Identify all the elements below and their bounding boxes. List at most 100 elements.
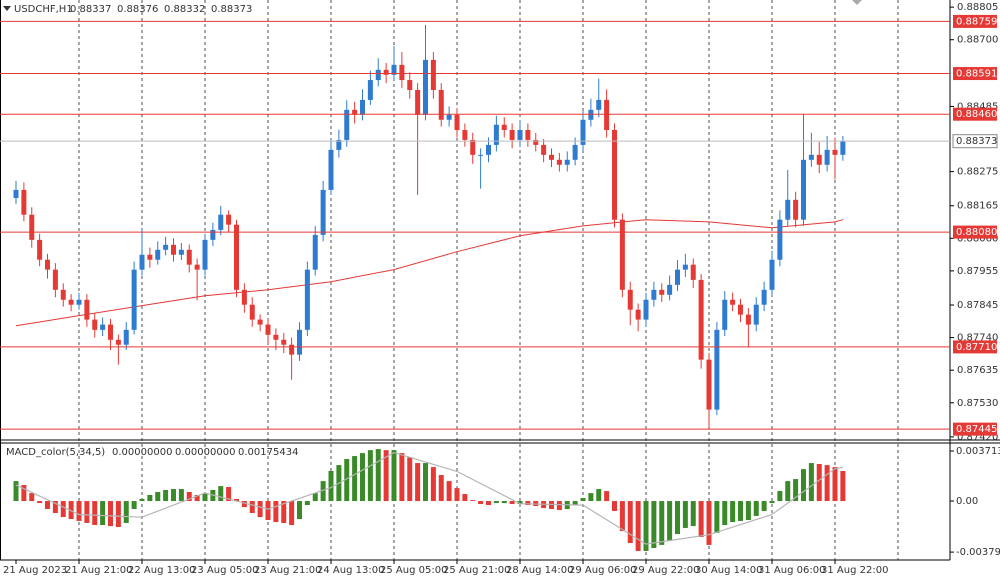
candle-body [745, 314, 751, 325]
candle-body [486, 144, 491, 155]
candle-body [698, 279, 704, 360]
x-tick-label: 29 Aug 06:00 [569, 565, 636, 576]
macd-bar [344, 459, 350, 502]
candle-body [21, 189, 27, 215]
macd-bar [430, 467, 436, 502]
macd-bar [580, 498, 586, 502]
macd-bar [722, 501, 728, 525]
candle-body [462, 130, 468, 140]
candle-body [344, 109, 350, 140]
macd-bar [131, 501, 137, 509]
candle-body [470, 139, 476, 155]
candle-body [391, 64, 397, 75]
macd-bar [320, 481, 326, 502]
macd-bar [604, 491, 610, 502]
candle-body [730, 299, 736, 305]
candle-body [564, 159, 570, 165]
level-label: 0.88759 [956, 16, 997, 27]
candle-body [753, 304, 759, 325]
macd-bar [407, 457, 413, 502]
candle-body [218, 214, 224, 230]
macd-bar [446, 481, 452, 502]
level-label: 0.87445 [956, 424, 997, 435]
candle-body [533, 139, 539, 145]
macd-bar [619, 501, 625, 532]
y-tick-label: 0.88060 [957, 233, 998, 244]
macd-bar [218, 486, 224, 502]
candle-body [588, 109, 594, 120]
y-tick-label: 0.87420 [957, 432, 998, 443]
macd-title: MACD_color(5,34,5) [6, 447, 105, 458]
candle-body [509, 130, 515, 140]
macd-bar [76, 501, 82, 521]
candle-body [241, 289, 247, 305]
candle-body [257, 319, 263, 325]
macd-bar [525, 501, 531, 506]
candle-body [29, 214, 35, 240]
candle-body [375, 69, 381, 81]
macd-bar [659, 501, 665, 545]
macd-bar [785, 481, 791, 502]
candle-body [13, 189, 19, 198]
level-label: 0.87710 [956, 342, 997, 353]
y-tick-label: 0.87530 [957, 398, 998, 409]
macd-bar [572, 501, 578, 506]
candle-body [430, 59, 436, 90]
macd-bar [706, 501, 712, 545]
macd-bar [13, 481, 19, 502]
candle-body [619, 219, 625, 290]
candle-body [76, 299, 82, 305]
candle-body [501, 124, 507, 131]
candle-body [265, 324, 271, 335]
macd-bar [832, 467, 838, 502]
macd-bar [501, 501, 507, 504]
candle-body [777, 219, 783, 260]
candle-body [147, 254, 153, 260]
macd-bar [454, 488, 460, 502]
y-tick-label: 0.0037132 [956, 446, 1000, 457]
macd-header-value: 0.00175434 [238, 447, 298, 458]
candle-body [68, 299, 74, 305]
macd-bar [123, 501, 129, 523]
macd-bar [517, 501, 523, 504]
candle-body [604, 99, 610, 131]
macd-bar [816, 464, 822, 502]
candle-body [596, 99, 602, 110]
moving-average [15, 219, 844, 327]
candle-body [816, 154, 822, 165]
candle-body [832, 149, 838, 155]
level-label-box [953, 422, 997, 436]
macd-bar [375, 449, 381, 502]
candle-body [60, 289, 66, 300]
candle-body [651, 289, 657, 300]
candle-body [438, 89, 444, 120]
macd-bar [178, 489, 184, 502]
candle-body [273, 334, 279, 340]
macd-bar [682, 501, 688, 528]
candle-body [281, 339, 287, 345]
x-tick-label: 28 Aug 14:00 [506, 565, 573, 576]
candle-body [840, 141, 846, 155]
macd-bar [312, 493, 318, 502]
candle-body [714, 329, 720, 410]
candle-body [824, 149, 830, 165]
macd-bar [328, 471, 334, 502]
candle-body [297, 329, 302, 355]
candle-body [123, 329, 129, 345]
symbol-menu-icon[interactable] [3, 6, 11, 11]
macd-bar [808, 463, 814, 502]
candle-body [383, 69, 389, 75]
candle-body [328, 149, 334, 190]
candle-body [541, 144, 547, 155]
macd-bar [643, 501, 649, 551]
candle-body [226, 214, 232, 225]
macd-bar [730, 501, 736, 523]
candle-body [761, 289, 767, 305]
macd-bar [297, 501, 302, 520]
macd-bar [415, 463, 421, 502]
macd-bar [108, 501, 113, 527]
plot [0, 20, 950, 551]
last-price-box [952, 134, 998, 149]
candle-body [454, 114, 460, 131]
candle-body [556, 159, 562, 165]
